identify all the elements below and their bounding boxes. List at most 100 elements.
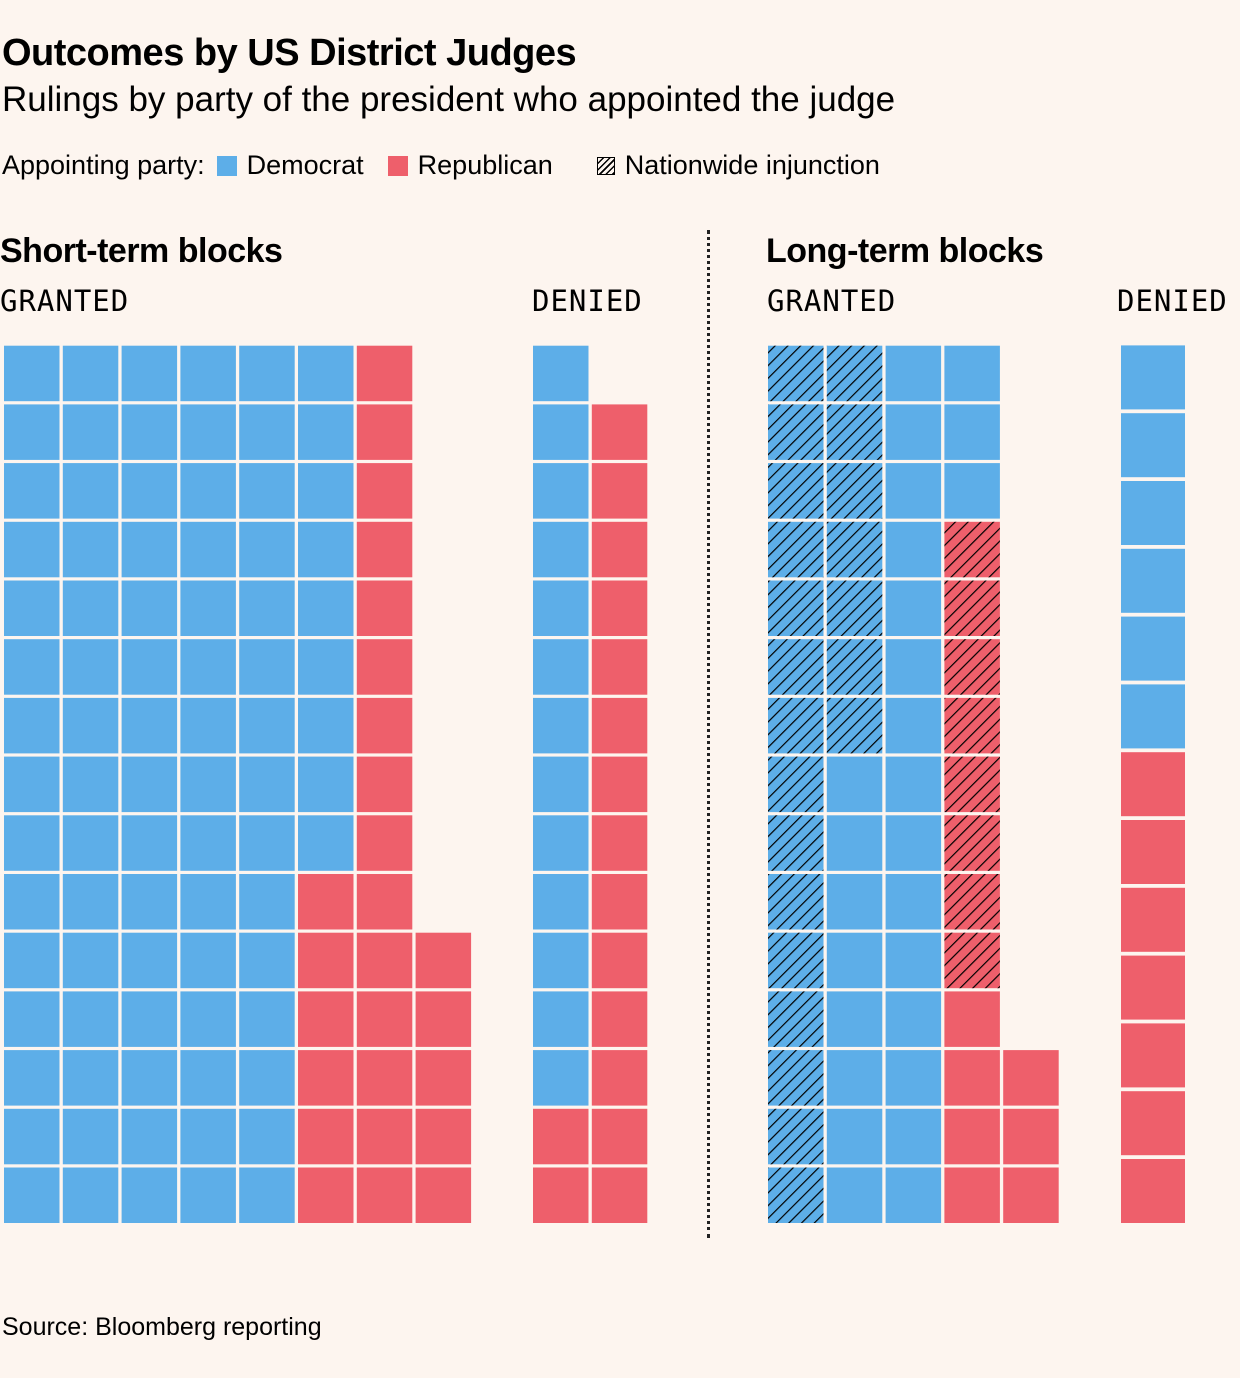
democrat-cell [121,815,178,871]
republican-cell [1121,820,1185,884]
democrat-cell [4,756,60,813]
democrat-cell [239,404,295,460]
republican-cell [1003,1167,1059,1223]
nationwide-hatch [944,580,1000,636]
democrat-cell [885,580,942,636]
democrat-cell [239,1050,295,1106]
nationwide-hatch [768,463,824,519]
republican-cell [1121,887,1185,952]
republican-cell [944,1108,1000,1165]
republican-cell [356,756,413,813]
nationwide-hatch [768,756,824,813]
nationwide-hatch [768,874,824,930]
democrat-cell [298,815,354,871]
democrat-cell [62,1108,119,1165]
democrat-cell [298,463,354,519]
democrat-cell [121,932,178,989]
nationwide-hatch [826,639,883,695]
democrat-cell [62,697,119,754]
democrat-cell [180,463,236,519]
nationwide-hatch [944,874,1000,930]
democrat-cell [885,345,942,402]
democrat-cell [4,697,60,754]
republican-cell [591,756,648,813]
democrat-cell [239,1167,295,1223]
democrat-cell [826,991,883,1047]
democrat-cell [239,1108,295,1165]
democrat-cell [826,1050,883,1106]
republican-cell [356,463,413,519]
democrat-cell [239,815,295,871]
republican-cell [356,404,413,460]
republican-cell [298,991,354,1047]
republican-cell [1003,1108,1059,1165]
democrat-cell [4,639,60,695]
democrat-cell [180,521,236,578]
nationwide-hatch [768,1050,824,1106]
republican-cell [356,991,413,1047]
democrat-cell [239,463,295,519]
democrat-cell [180,1108,236,1165]
republican-cell [298,1167,354,1223]
democrat-cell [121,1050,178,1106]
republican-cell [591,1050,648,1106]
legend-prefix: Appointing party: [2,150,205,180]
democrat-cell [121,991,178,1047]
democrat-cell [121,874,178,930]
democrat-cell [180,815,236,871]
nationwide-hatch [768,991,824,1047]
democrat-cell [121,639,178,695]
republican-cell [1121,752,1185,817]
republican-cell [298,932,354,989]
democrat-cell [121,345,178,402]
democrat-cell [533,756,589,813]
democrat-cell [885,932,942,989]
chart-subtitle: Rulings by party of the president who ap… [2,80,896,119]
democrat-cell [4,815,60,871]
republican-cell [356,932,413,989]
democrat-cell [180,345,236,402]
democrat-cell [62,1167,119,1223]
democrat-cell [885,815,942,871]
panel-divider [707,230,710,1238]
democrat-cell [62,580,119,636]
democrat-cell [533,991,589,1047]
democrat-cell [4,521,60,578]
democrat-cell [62,404,119,460]
nationwide-hatch [768,697,824,754]
democrat-cell [180,874,236,930]
democrat-cell [826,1108,883,1165]
democrat-cell [298,639,354,695]
democrat-cell [180,991,236,1047]
democrat-cell [62,874,119,930]
democrat-cell [4,932,60,989]
democrat-cell [180,639,236,695]
democrat-cell [180,932,236,989]
long-term-denied-label: DENIED [1117,284,1228,318]
republican-cell [591,874,648,930]
democrat-cell [62,815,119,871]
democrat-cell [1121,616,1185,681]
nationwide-hatch [944,932,1000,989]
democrat-cell [533,345,589,402]
democrat-cell [885,404,942,460]
democrat-cell [533,697,589,754]
democrat-cell [4,1108,60,1165]
republican-cell [356,345,413,402]
republican-cell [591,932,648,989]
democrat-cell [62,932,119,989]
democrat-cell [180,697,236,754]
republican-cell [591,580,648,636]
nationwide-hatch [768,815,824,871]
nationwide-hatch [768,345,824,402]
democrat-cell [1121,481,1185,545]
legend: Appointing party: Democrat Republican Na… [2,150,880,181]
democrat-cell [885,639,942,695]
nationwide-hatch [768,639,824,695]
democrat-cell [239,697,295,754]
democrat-cell [62,345,119,402]
legend-item-nationwide: Nationwide injunction [596,150,880,181]
nationwide-hatch [944,521,1000,578]
republican-cell [356,639,413,695]
democrat-cell [4,345,60,402]
